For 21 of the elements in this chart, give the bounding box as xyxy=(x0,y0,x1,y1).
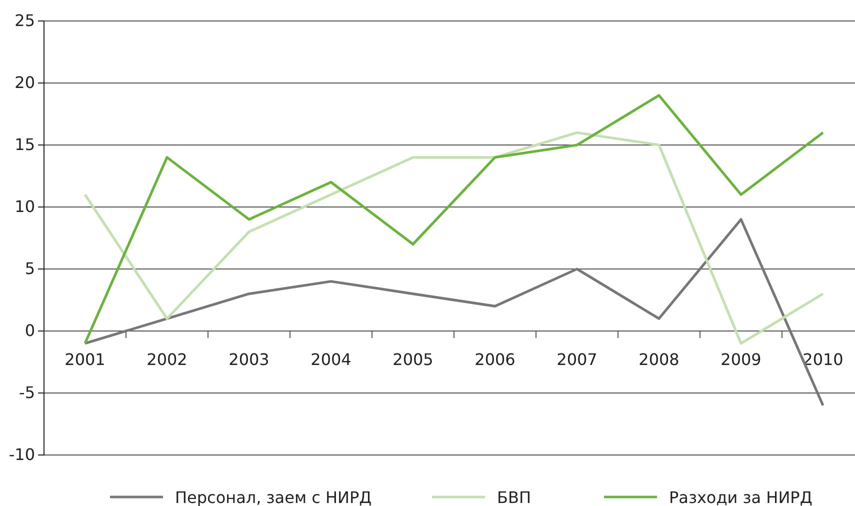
y-tick-label: 20 xyxy=(14,73,35,92)
x-tick-label: 2005 xyxy=(392,350,434,369)
x-tick-label: 2002 xyxy=(146,350,188,369)
y-tick-label: 5 xyxy=(24,259,35,278)
x-tick-label: 2004 xyxy=(310,350,352,369)
y-tick-label: -10 xyxy=(8,445,35,464)
y-tick-label: 0 xyxy=(24,321,35,340)
x-tick-label: 2009 xyxy=(720,350,762,369)
x-tick-label: 2008 xyxy=(638,350,680,369)
y-tick-label: -5 xyxy=(19,383,35,402)
y-tick-label: 15 xyxy=(14,135,35,154)
y-tick-label: 25 xyxy=(14,11,35,30)
y-tick-label: 10 xyxy=(14,197,35,216)
x-tick-label: 2001 xyxy=(64,350,106,369)
legend-label: БВП xyxy=(497,488,531,506)
x-tick-label: 2006 xyxy=(474,350,516,369)
legend-label: Разходи за НИРД xyxy=(669,488,812,506)
x-tick-label: 2003 xyxy=(228,350,270,369)
x-tick-label: 2007 xyxy=(556,350,598,369)
legend-label: Персонал, заем с НИРД xyxy=(175,488,372,506)
x-tick-label: 2010 xyxy=(802,350,844,369)
